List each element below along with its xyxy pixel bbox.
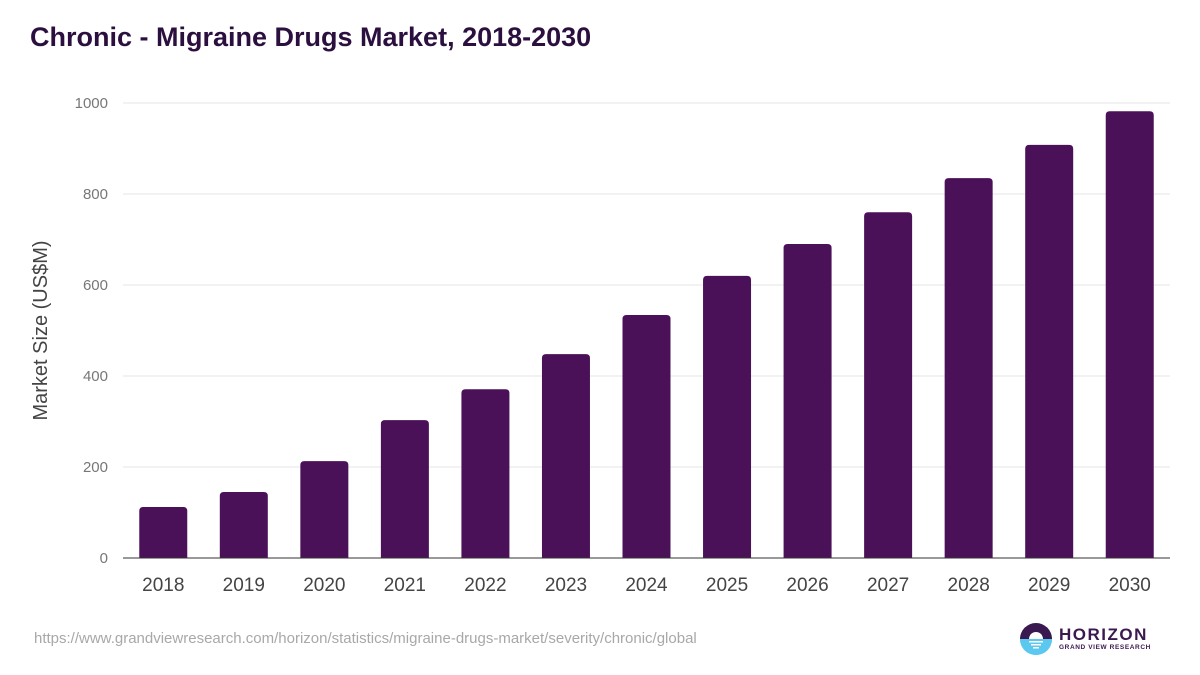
bar-2027 <box>864 212 913 558</box>
y-tick-label: 600 <box>83 277 108 294</box>
x-axis-ticks: 2018 2019 2020 2021 2022 2023 2024 2025 2026 2027… <box>142 575 1151 596</box>
bar-2022 <box>461 389 510 558</box>
x-tick-label: 2029 <box>1028 575 1070 596</box>
bar-2021 <box>380 420 429 558</box>
logo-subtitle: GRAND VIEW RESEARCH <box>1059 644 1151 651</box>
x-tick-label: 2025 <box>706 575 748 596</box>
y-tick-label: 0 <box>100 550 108 567</box>
x-tick-label: 2030 <box>1109 575 1151 596</box>
logo-name: HORIZON <box>1059 625 1148 644</box>
y-axis-label: Market Size (US$M) <box>30 240 52 420</box>
x-tick-label: 2018 <box>142 575 184 596</box>
horizon-logo: HORIZON GRAND VIEW RESEARCH <box>1019 622 1159 656</box>
chart-title: Chronic - Migraine Drugs Market, 2018-20… <box>30 22 592 52</box>
bars <box>139 111 1154 559</box>
bar-2024 <box>622 315 671 558</box>
bar-2019 <box>219 492 268 558</box>
x-tick-label: 2027 <box>867 575 909 596</box>
bar-2030 <box>1105 111 1154 558</box>
bar-2028 <box>944 178 993 558</box>
x-tick-label: 2021 <box>384 575 426 596</box>
y-tick-label: 400 <box>83 368 108 385</box>
bar-2020 <box>300 461 349 558</box>
x-tick-label: 2026 <box>786 575 828 596</box>
y-axis-ticks: 0 200 400 600 800 1000 <box>75 95 108 567</box>
bar-2026 <box>783 244 832 559</box>
bar-2018 <box>139 507 188 558</box>
x-tick-label: 2022 <box>464 575 506 596</box>
x-tick-label: 2019 <box>223 575 265 596</box>
x-tick-label: 2028 <box>948 575 990 596</box>
bar-2025 <box>703 275 752 558</box>
y-tick-label: 1000 <box>75 95 108 112</box>
x-tick-label: 2024 <box>625 575 668 596</box>
y-tick-label: 200 <box>83 459 108 476</box>
x-tick-label: 2020 <box>303 575 345 596</box>
source-url: https://www.grandviewresearch.com/horizo… <box>34 630 697 647</box>
bar-2023 <box>541 354 590 558</box>
horizon-sun-icon <box>1020 623 1052 655</box>
bar-2029 <box>1025 144 1074 559</box>
y-tick-label: 800 <box>83 186 108 203</box>
x-tick-label: 2023 <box>545 575 587 596</box>
